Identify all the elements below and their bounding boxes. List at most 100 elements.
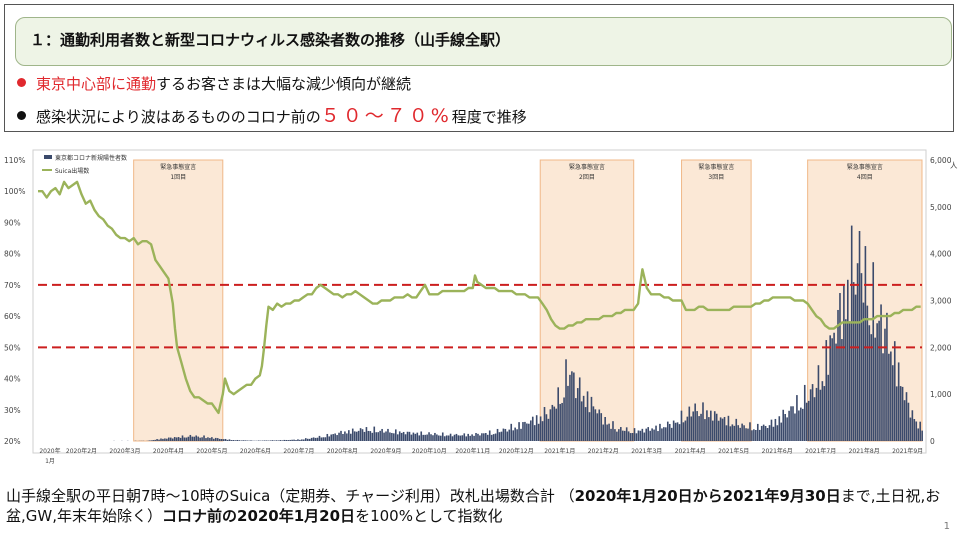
covid-bar xyxy=(258,440,260,441)
covid-bar xyxy=(334,433,336,441)
covid-bar xyxy=(441,432,444,441)
covid-bar xyxy=(422,434,424,441)
covid-bar xyxy=(678,424,681,441)
covid-bar xyxy=(312,437,315,441)
covid-bar xyxy=(758,429,761,441)
covid-bar xyxy=(432,435,434,441)
covid-bar xyxy=(661,428,663,441)
covid-bar xyxy=(813,397,816,441)
covid-bar xyxy=(203,435,205,441)
covid-bar xyxy=(475,432,477,441)
covid-bar xyxy=(788,410,790,441)
covid-bar xyxy=(590,396,593,441)
covid-bar xyxy=(670,427,673,441)
covid-bar xyxy=(244,440,246,441)
covid-bar xyxy=(796,395,798,441)
covid-bar xyxy=(220,439,223,441)
covid-bar xyxy=(171,438,174,441)
covid-bar xyxy=(569,374,571,441)
covid-bar xyxy=(404,434,407,441)
covid-bar xyxy=(803,384,806,441)
covid-bar xyxy=(846,279,849,441)
left-axis-tick: 100% xyxy=(4,187,25,196)
covid-bar xyxy=(398,431,401,441)
covid-bar xyxy=(625,427,628,441)
covid-bar xyxy=(551,404,554,441)
covid-bar xyxy=(608,423,610,441)
page-number: 1 xyxy=(943,521,950,532)
covid-bar xyxy=(835,343,837,441)
covid-bar xyxy=(891,365,894,441)
covid-bar xyxy=(751,430,753,441)
covid-bar xyxy=(420,431,423,441)
covid-bar xyxy=(485,433,487,441)
covid-bar xyxy=(426,434,428,441)
covid-bar xyxy=(281,440,284,441)
covid-bar xyxy=(575,398,577,441)
covid-bar xyxy=(753,429,755,441)
covid-bar xyxy=(492,434,495,441)
covid-bar xyxy=(637,430,640,441)
covid-bar xyxy=(821,381,824,441)
x-axis-tick: 1月 xyxy=(45,458,55,465)
covid-bar xyxy=(876,323,878,441)
covid-bar xyxy=(852,282,855,441)
covid-bar xyxy=(573,372,575,441)
covid-bar xyxy=(387,428,389,441)
covid-bar xyxy=(831,338,833,441)
left-axis-tick: 20% xyxy=(4,437,21,446)
covid-bar xyxy=(514,427,516,441)
covid-bar xyxy=(173,437,176,441)
covid-bar xyxy=(162,438,164,441)
covid-bar xyxy=(449,433,452,441)
covid-bar xyxy=(768,425,771,441)
covid-bar xyxy=(623,430,626,441)
covid-bar xyxy=(510,423,513,441)
bullet-2: 感染状況により波はあるもののコロナ前の５０～７０%程度で推移 xyxy=(17,101,527,128)
covid-bar xyxy=(841,339,843,441)
covid-bar xyxy=(659,423,661,441)
covid-bar xyxy=(805,402,808,441)
covid-bar xyxy=(304,438,307,441)
covid-bar xyxy=(698,416,700,441)
covid-bar xyxy=(563,397,565,441)
covid-bar xyxy=(322,437,325,441)
covid-bar xyxy=(328,436,331,441)
right-axis-tick: 2,000 xyxy=(930,343,952,352)
covid-bar xyxy=(649,430,651,441)
covid-bar xyxy=(639,430,642,441)
covid-bar xyxy=(494,433,497,441)
covid-bar xyxy=(463,433,466,441)
emergency-count-label: 4回目 xyxy=(857,174,873,181)
covid-bar xyxy=(326,433,329,441)
covid-bar xyxy=(704,419,706,441)
footer-bold-2: コロナ前の2020年1月20日 xyxy=(162,507,356,525)
covid-bar xyxy=(884,328,886,441)
covid-bar xyxy=(391,432,393,441)
covid-bar xyxy=(166,438,168,441)
covid-bar xyxy=(393,433,395,441)
legend-suica-label: Suica出場数 xyxy=(55,167,89,175)
covid-bar xyxy=(287,440,289,441)
covid-bar xyxy=(588,412,591,441)
covid-bar xyxy=(541,421,544,441)
covid-bar xyxy=(250,440,252,441)
covid-bar xyxy=(690,416,693,441)
covid-bar xyxy=(731,424,734,441)
covid-bar xyxy=(410,434,413,441)
covid-bar xyxy=(907,402,910,441)
covid-bar xyxy=(191,436,194,441)
covid-bar xyxy=(528,423,530,441)
covid-bar xyxy=(555,408,558,441)
covid-bar xyxy=(428,432,430,441)
covid-bar xyxy=(905,392,908,441)
covid-bar xyxy=(512,430,514,441)
x-axis-tick: 2020年5月 xyxy=(196,447,227,455)
covid-bar xyxy=(246,440,248,441)
covid-bar xyxy=(723,416,726,441)
covid-bar xyxy=(635,433,638,441)
left-axis-tick: 50% xyxy=(4,343,21,352)
covid-bar xyxy=(756,423,759,441)
covid-bar xyxy=(385,431,387,441)
covid-bar xyxy=(285,439,288,441)
